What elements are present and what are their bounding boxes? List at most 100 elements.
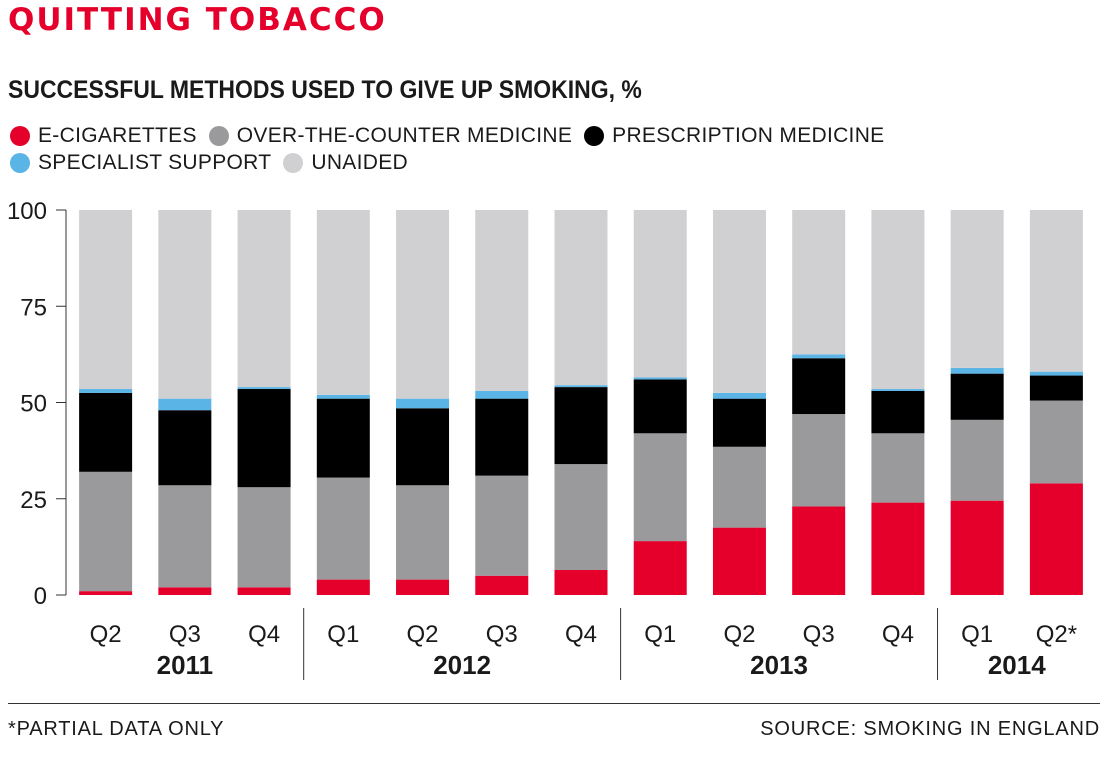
legend-label-specialist-support: SPECIALIST SUPPORT xyxy=(38,151,272,174)
bar-segment xyxy=(633,210,687,378)
bar-segment xyxy=(633,379,687,434)
x-tick-label: Q1 xyxy=(961,621,993,648)
bar-segment xyxy=(396,408,450,486)
legend-item-prescription-medicine: PRESCRIPTION MEDICINE xyxy=(584,124,884,148)
bar-segment xyxy=(712,210,766,393)
bar-segment xyxy=(871,433,925,503)
legend-swatch-unaided xyxy=(283,153,304,173)
kicker-title: QUITTING TOBACCO xyxy=(8,2,387,38)
legend-swatch-e-cigarettes xyxy=(10,126,30,146)
bar-segment xyxy=(396,210,450,399)
bar-segment xyxy=(792,506,846,595)
bar-segment xyxy=(475,575,529,595)
bar-segment xyxy=(237,210,291,388)
bar-segment xyxy=(158,587,212,595)
bar-segment xyxy=(237,487,291,588)
y-tick-label: 75 xyxy=(20,294,47,321)
bar-segment xyxy=(950,367,1004,374)
legend-label-otc-medicine: OVER-THE-COUNTER MEDICINE xyxy=(236,124,573,147)
bar-segment xyxy=(79,591,133,595)
x-tick-label: Q1 xyxy=(644,621,676,648)
bar-segment xyxy=(950,500,1004,595)
bar-segment xyxy=(316,394,370,399)
legend-swatch-otc-medicine xyxy=(208,126,229,146)
legend-label-prescription-medicine: PRESCRIPTION MEDICINE xyxy=(612,124,885,147)
bar-segment xyxy=(871,210,925,390)
chart-title: SUCCESSFUL METHODS USED TO GIVE UP SMOKI… xyxy=(8,76,642,104)
bar-segment xyxy=(158,210,212,399)
y-tick-label: 100 xyxy=(7,198,47,225)
bar-segment xyxy=(633,433,687,542)
bar-segment xyxy=(554,464,608,570)
legend-swatch-specialist-support xyxy=(10,153,30,173)
bar-segment xyxy=(316,579,370,595)
bar-segment xyxy=(950,210,1004,368)
bar-segment xyxy=(316,398,370,478)
year-label: 2011 xyxy=(157,650,213,680)
bar-segment xyxy=(1029,371,1083,376)
legend-row-1: E-CIGARETTES OVER-THE-COUNTER MEDICINE P… xyxy=(10,124,896,148)
bar-segment xyxy=(950,419,1004,501)
x-tick-label: Q3 xyxy=(486,621,518,648)
bar-segment xyxy=(712,446,766,528)
y-tick-label: 25 xyxy=(20,487,47,514)
bar-segment xyxy=(237,387,291,390)
bar-segment xyxy=(396,579,450,595)
x-tick-label: Q2 xyxy=(90,621,122,648)
bar-segment xyxy=(475,475,529,576)
bar-segment xyxy=(475,210,529,391)
source-note: SOURCE: SMOKING IN ENGLAND xyxy=(760,718,1100,740)
x-tick-label: Q4 xyxy=(882,621,914,648)
bar-segment xyxy=(950,373,1004,420)
x-tick-label: Q3 xyxy=(803,621,835,648)
bar-segment xyxy=(1029,400,1083,484)
bar-segment xyxy=(1029,375,1083,401)
x-tick-label: Q1 xyxy=(327,621,359,648)
year-label: 2014 xyxy=(988,650,1046,680)
legend-item-unaided: UNAIDED xyxy=(283,151,408,175)
y-tick-label: 0 xyxy=(34,583,47,610)
year-label: 2013 xyxy=(750,650,808,680)
bar-segment xyxy=(237,587,291,595)
footer-divider xyxy=(8,703,1100,704)
legend-item-e-cigarettes: E-CIGARETTES xyxy=(10,124,197,148)
bar-segment xyxy=(871,390,925,434)
bar-segment xyxy=(633,377,687,380)
bar-segment xyxy=(554,387,608,465)
year-label: 2012 xyxy=(433,650,491,680)
bar-segment xyxy=(237,389,291,488)
bar-segment xyxy=(712,527,766,595)
legend-item-otc-medicine: OVER-THE-COUNTER MEDICINE xyxy=(208,124,573,148)
legend-swatch-prescription-medicine xyxy=(584,126,605,146)
bar-segment xyxy=(79,471,133,592)
bar-segment xyxy=(158,485,212,588)
bar-segment xyxy=(871,389,925,391)
y-tick-label: 50 xyxy=(20,391,47,418)
bar-segment xyxy=(554,210,608,386)
legend-item-specialist-support: SPECIALIST SUPPORT xyxy=(10,151,271,175)
legend-label-e-cigarettes: E-CIGARETTES xyxy=(38,124,197,147)
bar-segment xyxy=(554,569,608,595)
bar-segment xyxy=(396,485,450,580)
legend-label-unaided: UNAIDED xyxy=(311,151,408,174)
bar-segment xyxy=(1029,483,1083,595)
legend-row-2: SPECIALIST SUPPORT UNAIDED xyxy=(10,151,420,175)
bar-segment xyxy=(792,358,846,415)
x-tick-label: Q2 xyxy=(407,621,439,648)
bar-segment xyxy=(158,410,212,486)
bar-segment xyxy=(475,398,529,476)
x-tick-label: Q2* xyxy=(1036,621,1077,648)
bar-segment xyxy=(158,398,212,411)
footnote: *PARTIAL DATA ONLY xyxy=(8,718,225,740)
bar-segment xyxy=(554,385,608,388)
bar-segment xyxy=(316,477,370,580)
bar-segment xyxy=(712,392,766,399)
x-tick-label: Q3 xyxy=(169,621,201,648)
bar-segment xyxy=(792,414,846,507)
bar-segment xyxy=(792,210,846,355)
bar-segment xyxy=(79,210,133,390)
bar-segment xyxy=(792,354,846,359)
bar-segment xyxy=(633,541,687,595)
x-tick-label: Q4 xyxy=(248,621,280,648)
